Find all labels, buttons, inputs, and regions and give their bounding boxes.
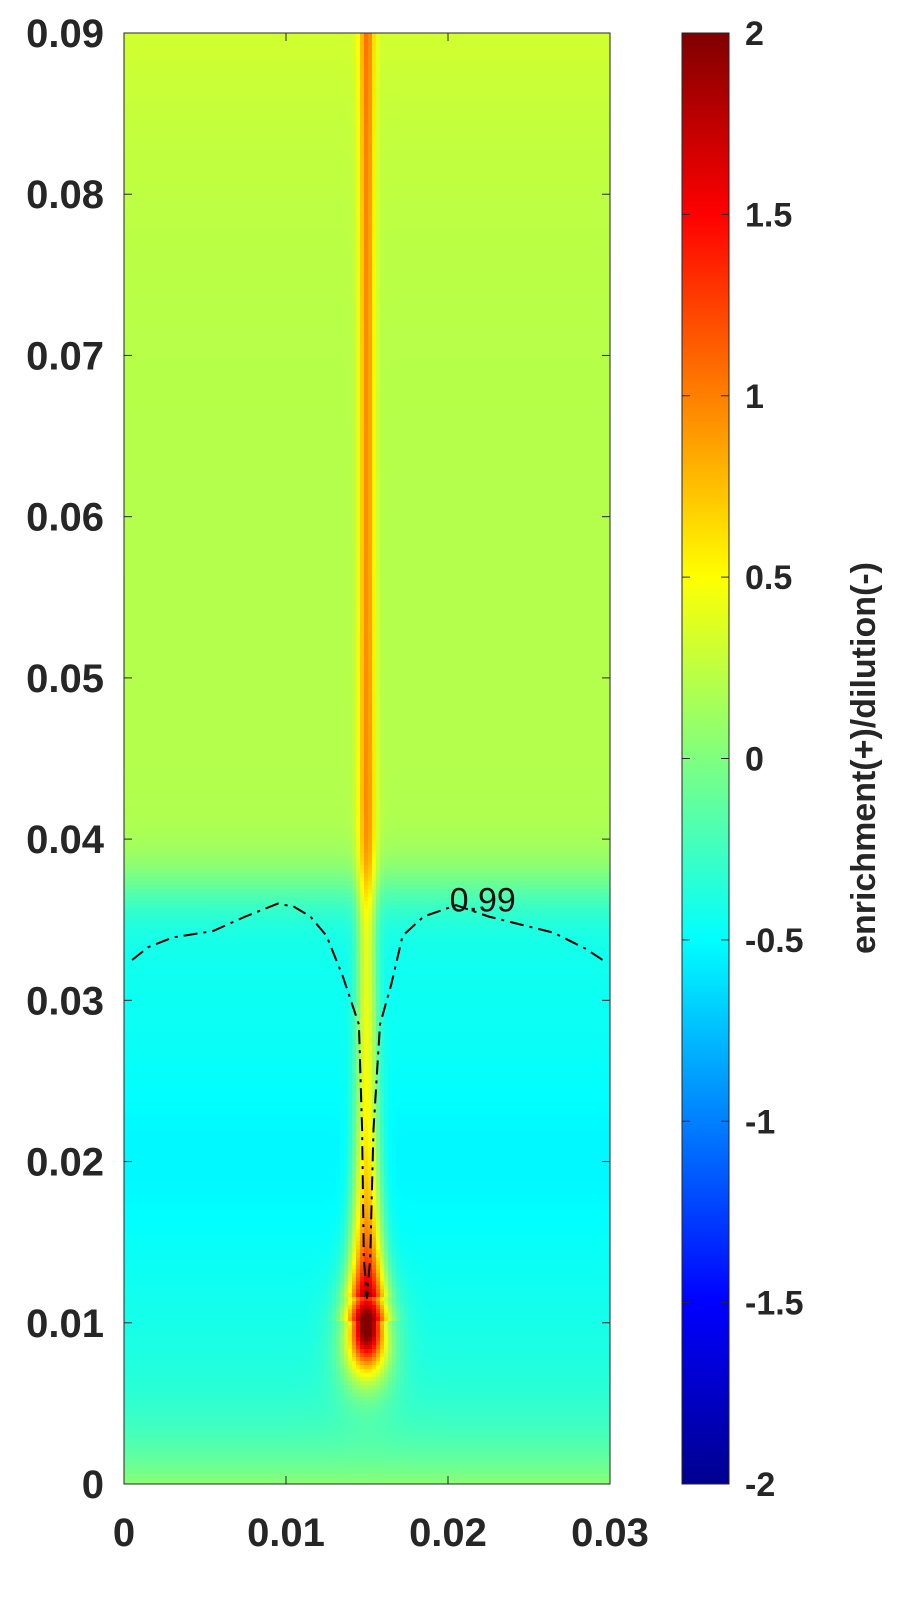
y-tick-label: 0.07 xyxy=(26,334,104,378)
y-tick-label: 0.09 xyxy=(26,12,104,56)
x-tick-label: 0.01 xyxy=(247,1511,325,1555)
x-tick-label: 0.03 xyxy=(571,1511,649,1555)
colorbar-tick-label: -0.5 xyxy=(745,922,804,960)
y-tick-label: 0.02 xyxy=(26,1141,104,1185)
colorbar-tick-label: 0.5 xyxy=(745,559,792,597)
colorbar-tick-label: 0 xyxy=(745,741,764,779)
x-tick-label: 0.02 xyxy=(409,1511,487,1555)
y-tick-label: 0.01 xyxy=(26,1302,104,1346)
colorbar-tick-label: 1 xyxy=(745,378,764,416)
colorbar-tick-label: -1.5 xyxy=(745,1285,804,1323)
colorbar-tick-label: 1.5 xyxy=(745,196,792,234)
x-tick-label: 0 xyxy=(113,1511,135,1555)
colorbar-tick-label: -2 xyxy=(745,1466,775,1504)
heatmap-field xyxy=(124,33,613,1486)
y-tick-label: 0.06 xyxy=(26,496,104,540)
colorbar-tick-label: -1 xyxy=(745,1103,775,1141)
contour-label: 0.99 xyxy=(450,882,516,920)
colorbar-label: enrichment(+)/dilution(-) xyxy=(845,562,883,954)
y-tick-label: 0.04 xyxy=(26,818,105,862)
y-tick-label: 0.03 xyxy=(26,979,104,1023)
y-tick-label: 0.08 xyxy=(26,173,104,217)
y-tick-label: 0 xyxy=(82,1463,104,1507)
y-tick-label: 0.05 xyxy=(26,657,104,701)
colorbar-tick-label: 2 xyxy=(745,15,764,53)
